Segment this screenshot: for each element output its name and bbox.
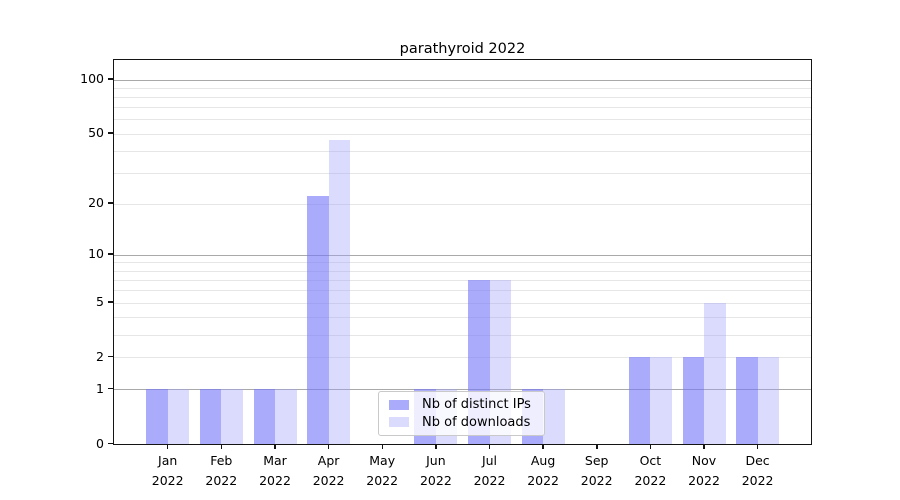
y-tick-label: 50	[88, 125, 104, 141]
chart-title: parathyroid 2022	[399, 41, 526, 57]
x-tick-mark	[488, 444, 491, 449]
bar-downloads	[650, 357, 672, 444]
bar-downloads	[275, 389, 297, 444]
x-tick-label: Dec 2022	[741, 453, 774, 488]
x-tick-label: Nov 2022	[688, 453, 720, 488]
gridline-minor	[114, 357, 811, 359]
x-tick-mark	[220, 444, 223, 449]
gridline-minor	[114, 172, 811, 174]
x-tick-mark	[327, 444, 330, 449]
y-tick-label: 1	[96, 380, 104, 396]
x-tick-label: May 2022	[366, 453, 399, 488]
plot-area	[113, 59, 812, 445]
bar-downloads	[328, 140, 351, 444]
legend-swatch-downloads	[389, 417, 409, 428]
bar-downloads	[757, 357, 780, 444]
gridline-minor	[114, 290, 811, 292]
x-tick-label: Oct 2022	[634, 453, 667, 488]
gridline-minor	[114, 97, 811, 98]
bar-distinct-ips	[307, 196, 329, 444]
legend-label-downloads: Nb of downloads	[422, 414, 531, 430]
gridline-minor	[114, 334, 811, 336]
y-tick-label: 100	[80, 71, 104, 87]
legend-swatch-distinct-ips	[389, 399, 409, 410]
x-tick-label: Aug 2022	[527, 453, 559, 488]
x-tick-mark	[649, 444, 652, 449]
y-tick-label: 20	[88, 195, 104, 211]
bar-distinct-ips	[736, 357, 758, 444]
x-tick-mark	[166, 444, 169, 449]
x-tick-label: Jul 2022	[473, 453, 506, 488]
x-tick-mark	[381, 444, 383, 449]
y-tick-label: 2	[96, 348, 104, 364]
x-tick-label: Jun 2022	[419, 453, 452, 488]
x-tick-mark	[435, 444, 437, 449]
y-tick-label: 0	[96, 435, 104, 451]
y-tick-label: 10	[88, 246, 104, 262]
gridline-minor	[114, 316, 811, 318]
gridline-minor	[114, 150, 811, 152]
bar-distinct-ips	[682, 357, 704, 444]
y-tick-mark	[108, 442, 113, 444]
gridline-minor	[114, 87, 811, 89]
bar-downloads	[221, 389, 243, 444]
legend: Nb of distinct IPs Nb of downloads	[378, 391, 545, 436]
gridline-minor	[114, 302, 811, 304]
x-tick-label: Mar 2022	[259, 453, 291, 488]
x-tick-label: Jan 2022	[151, 453, 184, 488]
y-tick-label: 5	[96, 294, 104, 309]
gridline-major	[114, 254, 811, 256]
gridline-major	[114, 389, 811, 391]
bar-distinct-ips	[253, 389, 275, 444]
y-tick-mark	[108, 78, 113, 80]
y-tick-mark	[108, 387, 113, 390]
bar-distinct-ips	[146, 389, 168, 444]
x-tick-mark	[756, 444, 759, 449]
x-tick-mark	[274, 444, 276, 449]
y-tick-mark	[108, 253, 113, 255]
legend-item-distinct-ips: Nb of distinct IPs	[385, 396, 538, 414]
bar-downloads	[543, 389, 565, 444]
gridline-minor	[114, 119, 811, 121]
gridline-minor	[114, 203, 811, 205]
bar-distinct-ips	[199, 389, 222, 444]
gridline-minor	[114, 133, 811, 135]
gridline-minor	[114, 279, 811, 281]
gridline-minor	[114, 262, 811, 264]
gridline-minor	[114, 107, 811, 109]
x-tick-mark	[596, 444, 598, 449]
legend-label-distinct-ips: Nb of distinct IPs	[422, 397, 531, 413]
gridline-minor	[114, 270, 811, 272]
x-tick-mark	[542, 444, 544, 449]
legend-item-downloads: Nb of downloads	[385, 414, 538, 432]
y-tick-mark	[108, 301, 113, 303]
y-tick-mark	[108, 355, 113, 358]
x-tick-label: Apr 2022	[312, 453, 345, 488]
x-tick-mark	[703, 444, 705, 449]
y-tick-mark	[108, 202, 113, 204]
gridline-major	[114, 79, 811, 81]
bar-downloads	[167, 389, 190, 444]
bar-distinct-ips	[628, 357, 651, 444]
x-tick-label: Sep 2022	[580, 453, 613, 488]
x-tick-label: Feb 2022	[205, 453, 238, 488]
y-tick-mark	[108, 132, 113, 134]
bar-downloads	[704, 302, 726, 444]
